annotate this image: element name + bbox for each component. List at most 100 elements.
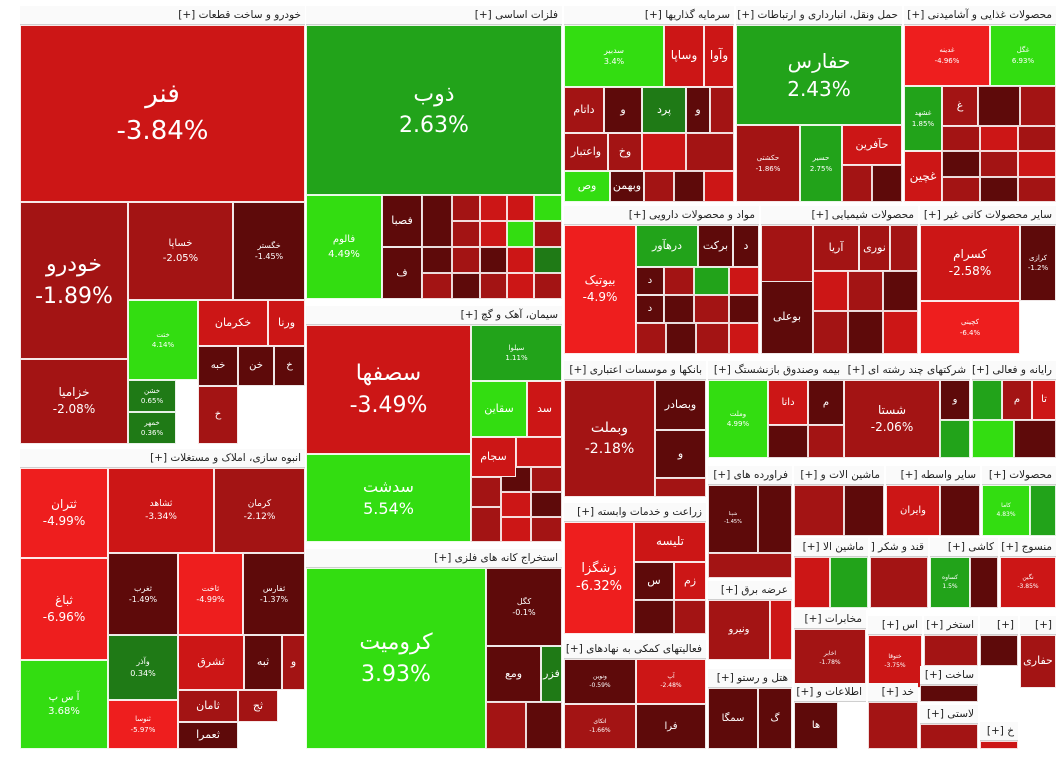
- sector-title[interactable]: زراعت و خدمات وابسته [+]: [564, 503, 706, 522]
- sector-title[interactable]: محصولات شیمیایی [+]: [761, 206, 918, 225]
- minor-stock-tile[interactable]: [507, 195, 534, 221]
- stock-tile[interactable]: فزر: [541, 646, 562, 702]
- minor-stock-tile[interactable]: [534, 273, 562, 299]
- stock-tile[interactable]: حفاری: [1020, 635, 1056, 688]
- stock-tile[interactable]: شستا -2.06%: [844, 380, 940, 458]
- minor-stock-tile[interactable]: [842, 165, 872, 202]
- minor-stock-tile[interactable]: [883, 271, 918, 311]
- sector-title[interactable]: استخر [+]: [924, 616, 978, 635]
- sector-title[interactable]: ساخت [+]: [920, 666, 978, 685]
- sector-title[interactable]: فلزات اساسی [+]: [306, 6, 562, 25]
- stock-tile[interactable]: خن: [238, 346, 274, 386]
- minor-stock-tile[interactable]: [710, 87, 734, 133]
- sector-title[interactable]: [+]: [980, 616, 1018, 635]
- stock-tile[interactable]: خکرمان: [198, 300, 268, 346]
- stock-tile[interactable]: تا: [1032, 380, 1056, 420]
- minor-stock-tile[interactable]: [1030, 485, 1056, 536]
- stock-tile[interactable]: و: [686, 87, 710, 133]
- minor-stock-tile[interactable]: [1014, 420, 1056, 458]
- stock-tile[interactable]: سدشت 5.54%: [306, 454, 471, 542]
- sector-title[interactable]: حمل ونقل، انبارداری و ارتباطات [+]: [736, 6, 902, 25]
- stock-tile[interactable]: فرا: [636, 704, 706, 749]
- sector-title[interactable]: کاشی [+]: [930, 538, 998, 557]
- stock-tile[interactable]: حسیر 2.75%: [800, 125, 842, 202]
- stock-tile[interactable]: غگل 6.93%: [990, 25, 1056, 86]
- minor-stock-tile[interactable]: [531, 517, 562, 542]
- stock-tile[interactable]: ختت 4.14%: [128, 300, 198, 380]
- stock-tile[interactable]: حآفرین: [842, 125, 902, 165]
- stock-tile[interactable]: کچینی -6.4%: [920, 301, 1020, 354]
- sector-title[interactable]: سرمایه گذاریها [+]: [564, 6, 734, 25]
- sector-title[interactable]: خودرو و ساخت قطعات [+]: [20, 6, 305, 25]
- sector-title[interactable]: اطلاعات و [+]: [794, 683, 866, 702]
- minor-stock-tile[interactable]: [636, 323, 666, 354]
- stock-tile[interactable]: بوعلی: [761, 281, 813, 354]
- minor-stock-tile[interactable]: [480, 273, 507, 299]
- stock-tile[interactable]: واعتبار: [564, 133, 608, 171]
- stock-tile[interactable]: وص: [564, 171, 610, 202]
- sector-title[interactable]: بیمه وصندوق بازنشستگ [+]: [708, 361, 844, 380]
- stock-tile[interactable]: وساپا: [664, 25, 704, 87]
- stock-tile[interactable]: زشگزا -6.32%: [564, 522, 634, 634]
- stock-tile[interactable]: فصبا: [382, 195, 422, 247]
- sector-title[interactable]: منسوج [+]: [1000, 538, 1056, 557]
- stock-tile[interactable]: تلیسه: [634, 522, 706, 562]
- stock-tile[interactable]: خگستر -1.45%: [233, 202, 305, 300]
- stock-tile[interactable]: ثفارس -1.37%: [243, 553, 305, 635]
- stock-tile[interactable]: ختوقا -3.75%: [868, 635, 922, 688]
- sector-title[interactable]: فعالیتهای کمکی به نهادهای [+]: [564, 640, 706, 659]
- stock-tile[interactable]: ورنا: [268, 300, 305, 346]
- minor-stock-tile[interactable]: [642, 133, 686, 171]
- stock-tile[interactable]: آریا: [813, 225, 859, 271]
- stock-tile[interactable]: داتام: [564, 87, 604, 133]
- stock-tile[interactable]: حکشتی -1.86%: [736, 125, 800, 202]
- stock-tile[interactable]: ذوب 2.63%: [306, 25, 562, 195]
- stock-tile[interactable]: ونیرو: [708, 600, 770, 660]
- stock-tile[interactable]: غچین: [904, 151, 942, 202]
- sector-title[interactable]: ماشین الا [+]: [794, 538, 868, 557]
- minor-stock-tile[interactable]: [471, 507, 501, 542]
- stock-tile[interactable]: خ: [198, 386, 238, 444]
- sector-title[interactable]: فراورده های [+]: [708, 466, 792, 485]
- minor-stock-tile[interactable]: [708, 553, 792, 578]
- stock-tile[interactable]: و: [604, 87, 642, 133]
- stock-tile[interactable]: نوری: [859, 225, 890, 271]
- minor-stock-tile[interactable]: [507, 247, 534, 273]
- sector-title[interactable]: قند و شکر [+]: [870, 538, 928, 557]
- stock-tile[interactable]: خودرو -1.89%: [20, 202, 128, 359]
- minor-stock-tile[interactable]: [848, 271, 883, 311]
- minor-stock-tile[interactable]: [980, 126, 1018, 151]
- minor-stock-tile[interactable]: [480, 221, 507, 247]
- stock-tile[interactable]: حفارس 2.43%: [736, 25, 902, 125]
- stock-tile[interactable]: بیوتیک -4.9%: [564, 225, 636, 354]
- minor-stock-tile[interactable]: [729, 295, 759, 323]
- sector-title[interactable]: شرکتهای چند رشته ای [+]: [844, 361, 970, 380]
- stock-tile[interactable]: وخ: [608, 133, 642, 171]
- minor-stock-tile[interactable]: [452, 195, 480, 221]
- minor-stock-tile[interactable]: [1018, 177, 1056, 202]
- stock-tile[interactable]: م: [1002, 380, 1032, 420]
- minor-stock-tile[interactable]: [501, 517, 531, 542]
- stock-tile[interactable]: ثعمرا: [178, 722, 238, 749]
- stock-tile[interactable]: وآوا: [704, 25, 734, 87]
- stock-tile[interactable]: زم: [674, 562, 706, 600]
- minor-stock-tile[interactable]: [704, 171, 734, 202]
- stock-tile[interactable]: سدبیر 3.4%: [564, 25, 664, 87]
- stock-tile[interactable]: اتکای -1.66%: [564, 704, 636, 749]
- stock-tile[interactable]: وایران: [886, 485, 940, 536]
- stock-tile[interactable]: کرازی -1.2%: [1020, 225, 1056, 301]
- minor-stock-tile[interactable]: [729, 323, 759, 354]
- minor-stock-tile[interactable]: [883, 311, 918, 354]
- stock-tile[interactable]: آ س پ 3.68%: [20, 660, 108, 749]
- minor-stock-tile[interactable]: [768, 425, 808, 458]
- stock-tile[interactable]: سقاین: [471, 381, 527, 437]
- stock-tile[interactable]: سجام: [471, 437, 516, 477]
- minor-stock-tile[interactable]: [1018, 126, 1056, 151]
- minor-stock-tile[interactable]: [972, 420, 1014, 458]
- minor-stock-tile[interactable]: [534, 247, 562, 273]
- sector-title[interactable]: بانکها و موسسات اعتباری [+]: [564, 361, 706, 380]
- minor-stock-tile[interactable]: [729, 267, 759, 295]
- stock-tile[interactable]: کسرام -2.58%: [920, 225, 1020, 301]
- stock-tile[interactable]: کساوه 1.5%: [930, 557, 970, 608]
- sector-title[interactable]: محصولات غذایی و آشامیدنی [+]: [904, 6, 1056, 25]
